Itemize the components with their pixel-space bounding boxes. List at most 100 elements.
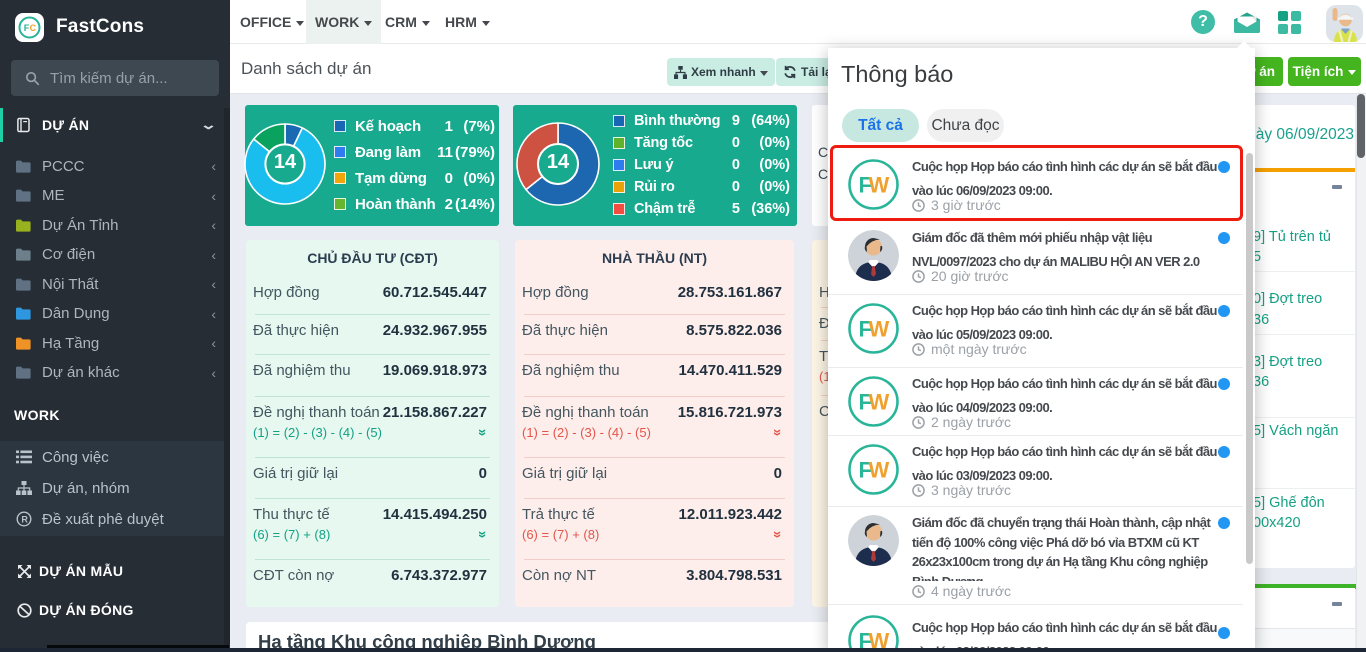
task-link-line2[interactable]: 36	[1253, 312, 1270, 328]
tab-unread[interactable]: Chưa đọc	[927, 109, 1004, 142]
chevron-left-icon: ‹	[211, 305, 216, 322]
nav-tab-crm[interactable]: CRM	[376, 0, 439, 44]
chevron-left-icon: ‹	[211, 158, 216, 174]
sidebar-folder-dự-án-khác[interactable]: Dự án khác ‹	[0, 358, 230, 388]
sidebar-folder-hạ-tầng[interactable]: Hạ Tầng ‹	[0, 328, 230, 358]
donut-chart	[243, 122, 327, 206]
finance-row-label: Đã nghiệm thu	[253, 362, 351, 379]
task-link-line2[interactable]: 00x420	[1253, 515, 1301, 531]
nav-tab-label: OFFICE	[240, 14, 292, 30]
user-avatar[interactable]	[1326, 5, 1363, 42]
nav-tab-hrm[interactable]: HRM	[436, 0, 499, 44]
brand-logo[interactable]: F C	[15, 13, 44, 42]
task-link[interactable]: 3] Đợt treo	[1253, 354, 1323, 370]
finance-card-nt: NHÀ THẦU (NT) Hợp đồng 28.753.161.867 Đã th…	[515, 240, 794, 607]
apps-grid-icon[interactable]	[1278, 11, 1301, 34]
sidebar-item-label: DỰ ÁN	[42, 117, 90, 133]
legend-color-swatch	[334, 198, 346, 210]
sidebar-item-du-an[interactable]: DỰ ÁN ⌄	[0, 108, 230, 142]
folder-label: Hạ Tầng	[42, 334, 100, 352]
svg-text:W: W	[869, 458, 890, 483]
legend-color-swatch	[334, 146, 346, 158]
task-link[interactable]: 9] Tủ trên tủ	[1253, 229, 1331, 245]
notification-item[interactable]: Giám đốc đã thêm mới phiếu nhập vật liệu…	[828, 222, 1243, 295]
sidebar-work-group: Công việc Dự án, nhóm R Đề xuất phê duyệt	[0, 441, 229, 536]
clock-icon	[912, 483, 925, 497]
mail-icon[interactable]	[1233, 12, 1261, 33]
sidebar-folder-dự-án-tỉnh[interactable]: Dự Án Tỉnh ‹	[0, 210, 230, 240]
notification-text-line: Cuộc họp Họp báo cáo tình hình các dự án…	[912, 444, 1218, 459]
page-scrollbar-track[interactable]	[1356, 94, 1366, 652]
sidebar-item-cong-viec[interactable]: Công việc	[0, 442, 229, 472]
sidebar-item-du-an-dong[interactable]: DỰ ÁN ĐÓNG	[0, 594, 230, 626]
nav-tab-office[interactable]: OFFICE	[231, 0, 313, 44]
finance-row-formula: (1) = (2) - (3) - (4) - (5)	[522, 425, 651, 440]
unread-dot	[1218, 232, 1230, 244]
folder-label: ME	[42, 187, 65, 204]
sidebar-scrollbar[interactable]	[224, 108, 230, 645]
double-chevron-down-icon[interactable]: »	[474, 530, 493, 539]
sidebar-folder-dân-dụng[interactable]: Dân Dụng ‹	[0, 299, 230, 329]
legend-row: Hoàn thành 2 (14%)	[334, 194, 495, 214]
sidebar-folder-pccc[interactable]: PCCC ‹	[0, 151, 230, 181]
sidebar-folder-me[interactable]: ME ‹	[0, 181, 230, 211]
caret-down-icon	[759, 70, 768, 76]
finance-row-label: Còn nợ NT	[522, 567, 597, 584]
sidebar-item-de-xuat-phe-duyet[interactable]: R Đề xuất phê duyệt	[0, 504, 229, 534]
sidebar-item-du-an-nhom[interactable]: Dự án, nhóm	[0, 473, 229, 503]
finance-row-value: 6.743.372.977	[391, 567, 487, 584]
page-scrollbar-thumb[interactable]	[1357, 94, 1365, 158]
notification-text-line: Giám đốc đã chuyển trạng thái Hoàn thành…	[912, 515, 1211, 530]
task-link-line2[interactable]: 5	[1253, 249, 1262, 265]
caret-down-icon	[364, 20, 373, 26]
legend-pct: (0%)	[759, 135, 790, 151]
nav-tab-work[interactable]: WORK	[306, 0, 382, 44]
notification-item[interactable]: F W Cuộc họp Họp báo cáo tình hình các dự …	[828, 605, 1243, 652]
legend-label: Đang làm	[355, 143, 421, 161]
quick-view-button[interactable]: Xem nhanh	[667, 58, 775, 86]
row-divider	[255, 314, 490, 315]
nav-tab-label: CRM	[385, 14, 417, 30]
sidebar-folder-nội-thất[interactable]: Nội Thất ‹	[0, 269, 230, 299]
collapse-icon[interactable]	[1332, 602, 1342, 606]
double-chevron-down-icon[interactable]: »	[769, 530, 788, 539]
sidebar-item-du-an-mau[interactable]: DỰ ÁN MẪU	[0, 555, 230, 587]
chevron-left-icon: ‹	[211, 276, 216, 292]
notification-text-line: vào lúc 06/09/2023 09:00.	[912, 183, 1053, 198]
status-donut-card: 14 Kế hoạch 1 (7%) Đang làm 11 (79%) Tạm dừng 0(…	[243, 105, 499, 226]
search-input[interactable]: Tìm kiếm dự án...	[11, 60, 219, 96]
help-icon[interactable]: ?	[1191, 10, 1215, 34]
collapse-icon[interactable]	[1332, 185, 1342, 189]
utilities-button[interactable]: Tiện ích	[1288, 57, 1361, 86]
notification-time: một ngày trước	[912, 341, 1027, 357]
task-link-line2[interactable]: 36	[1253, 374, 1270, 390]
notification-scrollbar-thumb[interactable]	[1246, 153, 1253, 564]
row-divider	[524, 314, 785, 315]
notification-text: Cuộc họp Họp báo cáo tình hình các dự án…	[912, 372, 1222, 420]
notification-item[interactable]: F W Cuộc họp Họp báo cáo tình hình các dự …	[828, 368, 1243, 436]
footer-item-label: DỰ ÁN MẪU	[39, 563, 124, 579]
double-chevron-down-icon[interactable]: »	[769, 428, 788, 437]
task-link[interactable]: 0] Đợt treo	[1253, 291, 1323, 307]
finance-row-label: CĐT còn nợ	[253, 567, 335, 584]
sidebar-folder-cơ-điện[interactable]: Cơ điện ‹	[0, 240, 230, 270]
double-chevron-down-icon[interactable]: »	[474, 428, 493, 437]
legend-pct: (64%)	[751, 113, 790, 129]
notification-item[interactable]: Giám đốc đã chuyển trạng thái Hoàn thành…	[828, 507, 1243, 605]
legend-row: Kế hoạch 1 (7%)	[334, 116, 495, 136]
legend-count: 0	[731, 179, 740, 195]
active-accent-bar	[0, 108, 3, 142]
notification-item[interactable]: F W Cuộc họp Họp báo cáo tình hình các dự …	[828, 145, 1243, 219]
row-divider	[524, 396, 785, 397]
chevron-left-icon: ‹	[211, 364, 216, 381]
task-link[interactable]: 5] Vách ngăn	[1253, 423, 1339, 439]
notification-text-line: NVL/0097/2023 cho dự án MALIBU HỘI AN VE…	[912, 254, 1200, 269]
notification-item[interactable]: F W Cuộc họp Họp báo cáo tình hình các dự …	[828, 295, 1243, 368]
legend-count: 11	[437, 143, 453, 161]
notification-item[interactable]: F W Cuộc họp Họp báo cáo tình hình các dự …	[828, 436, 1243, 507]
unread-dot	[1218, 305, 1230, 317]
task-link[interactable]: 5] Ghế đôn	[1253, 495, 1325, 511]
tab-all[interactable]: Tất cả	[842, 109, 919, 142]
notification-title: Thông báo	[841, 61, 954, 87]
